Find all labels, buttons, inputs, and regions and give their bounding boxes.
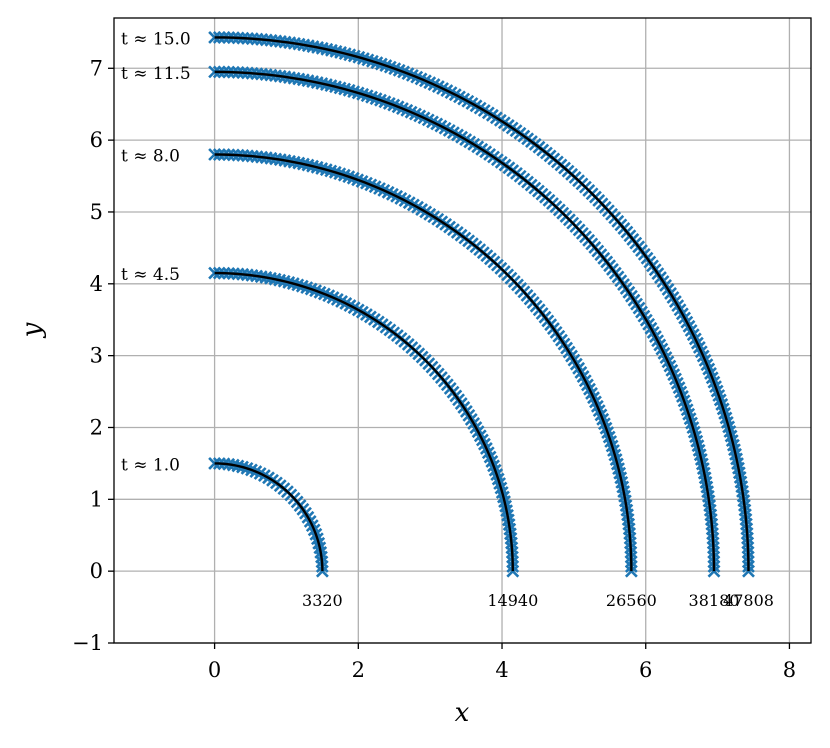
x-tick-label: 4 [495, 658, 508, 682]
x-tick-label: 8 [783, 658, 796, 682]
data-point [208, 65, 222, 79]
data-point [624, 564, 638, 578]
series-4 [208, 65, 721, 578]
y-tick-label: 5 [90, 200, 103, 224]
x-axis-label: x [455, 698, 470, 728]
data-point [707, 564, 721, 578]
y-tick-label: 2 [90, 415, 103, 439]
x-tick-label: 2 [352, 658, 365, 682]
series-2 [208, 266, 520, 578]
data-point [742, 564, 755, 578]
y-tick-label: 4 [90, 272, 103, 296]
series-layer [208, 30, 755, 578]
y-tick-label: 7 [90, 56, 103, 80]
data-point [208, 30, 222, 44]
count-label: 3320 [302, 591, 343, 610]
reference-curve [214, 153, 633, 572]
grid [114, 18, 811, 644]
plot-frame [113, 17, 812, 644]
series-3 [208, 148, 638, 578]
reference-curve [214, 271, 514, 572]
count-label: 26560 [606, 591, 657, 610]
y-axis-label: y [17, 322, 47, 338]
count-label: 14940 [487, 591, 538, 610]
reference-curve [214, 70, 716, 572]
count-label: 38180 [689, 591, 740, 610]
x-tick-label: 6 [639, 658, 652, 682]
y-tick-label: 1 [90, 487, 103, 511]
labels: t ≈ 1.0 3320 t ≈ 4.5 14940 t ≈ 8.0 26560 t ≈ 1… [121, 29, 774, 610]
data-point [506, 564, 520, 578]
data-point [208, 456, 222, 470]
ticks: 0 2 4 6 8 −1 0 1 2 3 4 5 6 7 [72, 56, 796, 682]
reference-curve [214, 36, 750, 572]
series-5 [208, 30, 755, 578]
data-point [208, 266, 222, 280]
x-tick-label: 0 [208, 658, 221, 682]
reference-curve [214, 462, 324, 572]
count-label: 47808 [723, 591, 774, 610]
time-label: t ≈ 1.0 [121, 455, 180, 475]
time-label: t ≈ 8.0 [121, 146, 180, 166]
y-tick-label: 6 [90, 128, 103, 152]
data-point [208, 148, 222, 161]
y-tick-label: −1 [72, 631, 103, 655]
time-label: t ≈ 11.5 [121, 64, 191, 84]
series-1 [208, 456, 329, 578]
y-tick-label: 0 [90, 559, 103, 583]
y-tick-label: 3 [90, 344, 103, 368]
time-label: t ≈ 4.5 [121, 265, 180, 285]
time-label: t ≈ 15.0 [121, 29, 191, 49]
